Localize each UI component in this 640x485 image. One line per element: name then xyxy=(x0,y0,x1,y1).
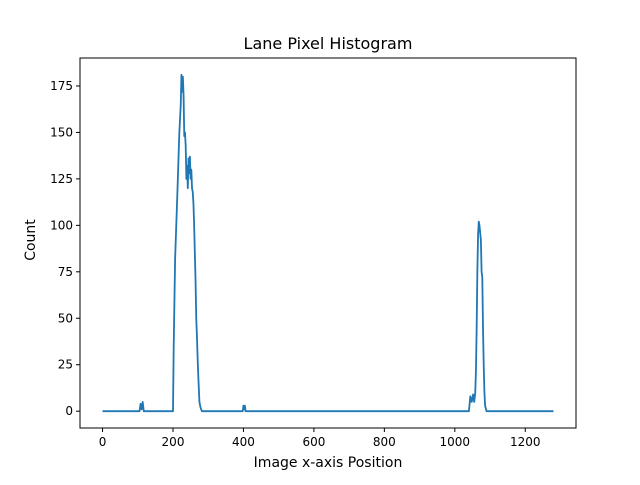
x-tick-label: 1000 xyxy=(440,435,471,449)
chart-title: Lane Pixel Histogram xyxy=(244,34,413,53)
plot-layer xyxy=(102,73,554,413)
x-tick-label: 600 xyxy=(302,435,325,449)
y-tick-label: 50 xyxy=(58,311,73,325)
plot-frame xyxy=(79,57,577,429)
y-tick-label: 100 xyxy=(50,218,73,232)
y-tick-label: 25 xyxy=(58,358,73,372)
x-tick-label: 400 xyxy=(232,435,255,449)
x-tick-label: 800 xyxy=(373,435,396,449)
y-tick-label: 75 xyxy=(58,265,73,279)
y-tick-label: 125 xyxy=(50,172,73,186)
y-tick-label: 175 xyxy=(50,79,73,93)
x-tick-label: 1200 xyxy=(510,435,541,449)
y-axis-label: Count xyxy=(23,219,39,261)
series-line-0 xyxy=(102,73,554,413)
axes-layer: 0 200 400 600 800 1000 1200 0 25 50 75 100 125 150 175 xyxy=(50,57,577,449)
y-tick-label: 0 xyxy=(65,404,73,418)
x-axis-label: Image x-axis Position xyxy=(254,455,403,471)
x-tick-label: 200 xyxy=(162,435,185,449)
y-tick-label: 150 xyxy=(50,125,73,139)
x-tick-label: 0 xyxy=(99,435,107,449)
